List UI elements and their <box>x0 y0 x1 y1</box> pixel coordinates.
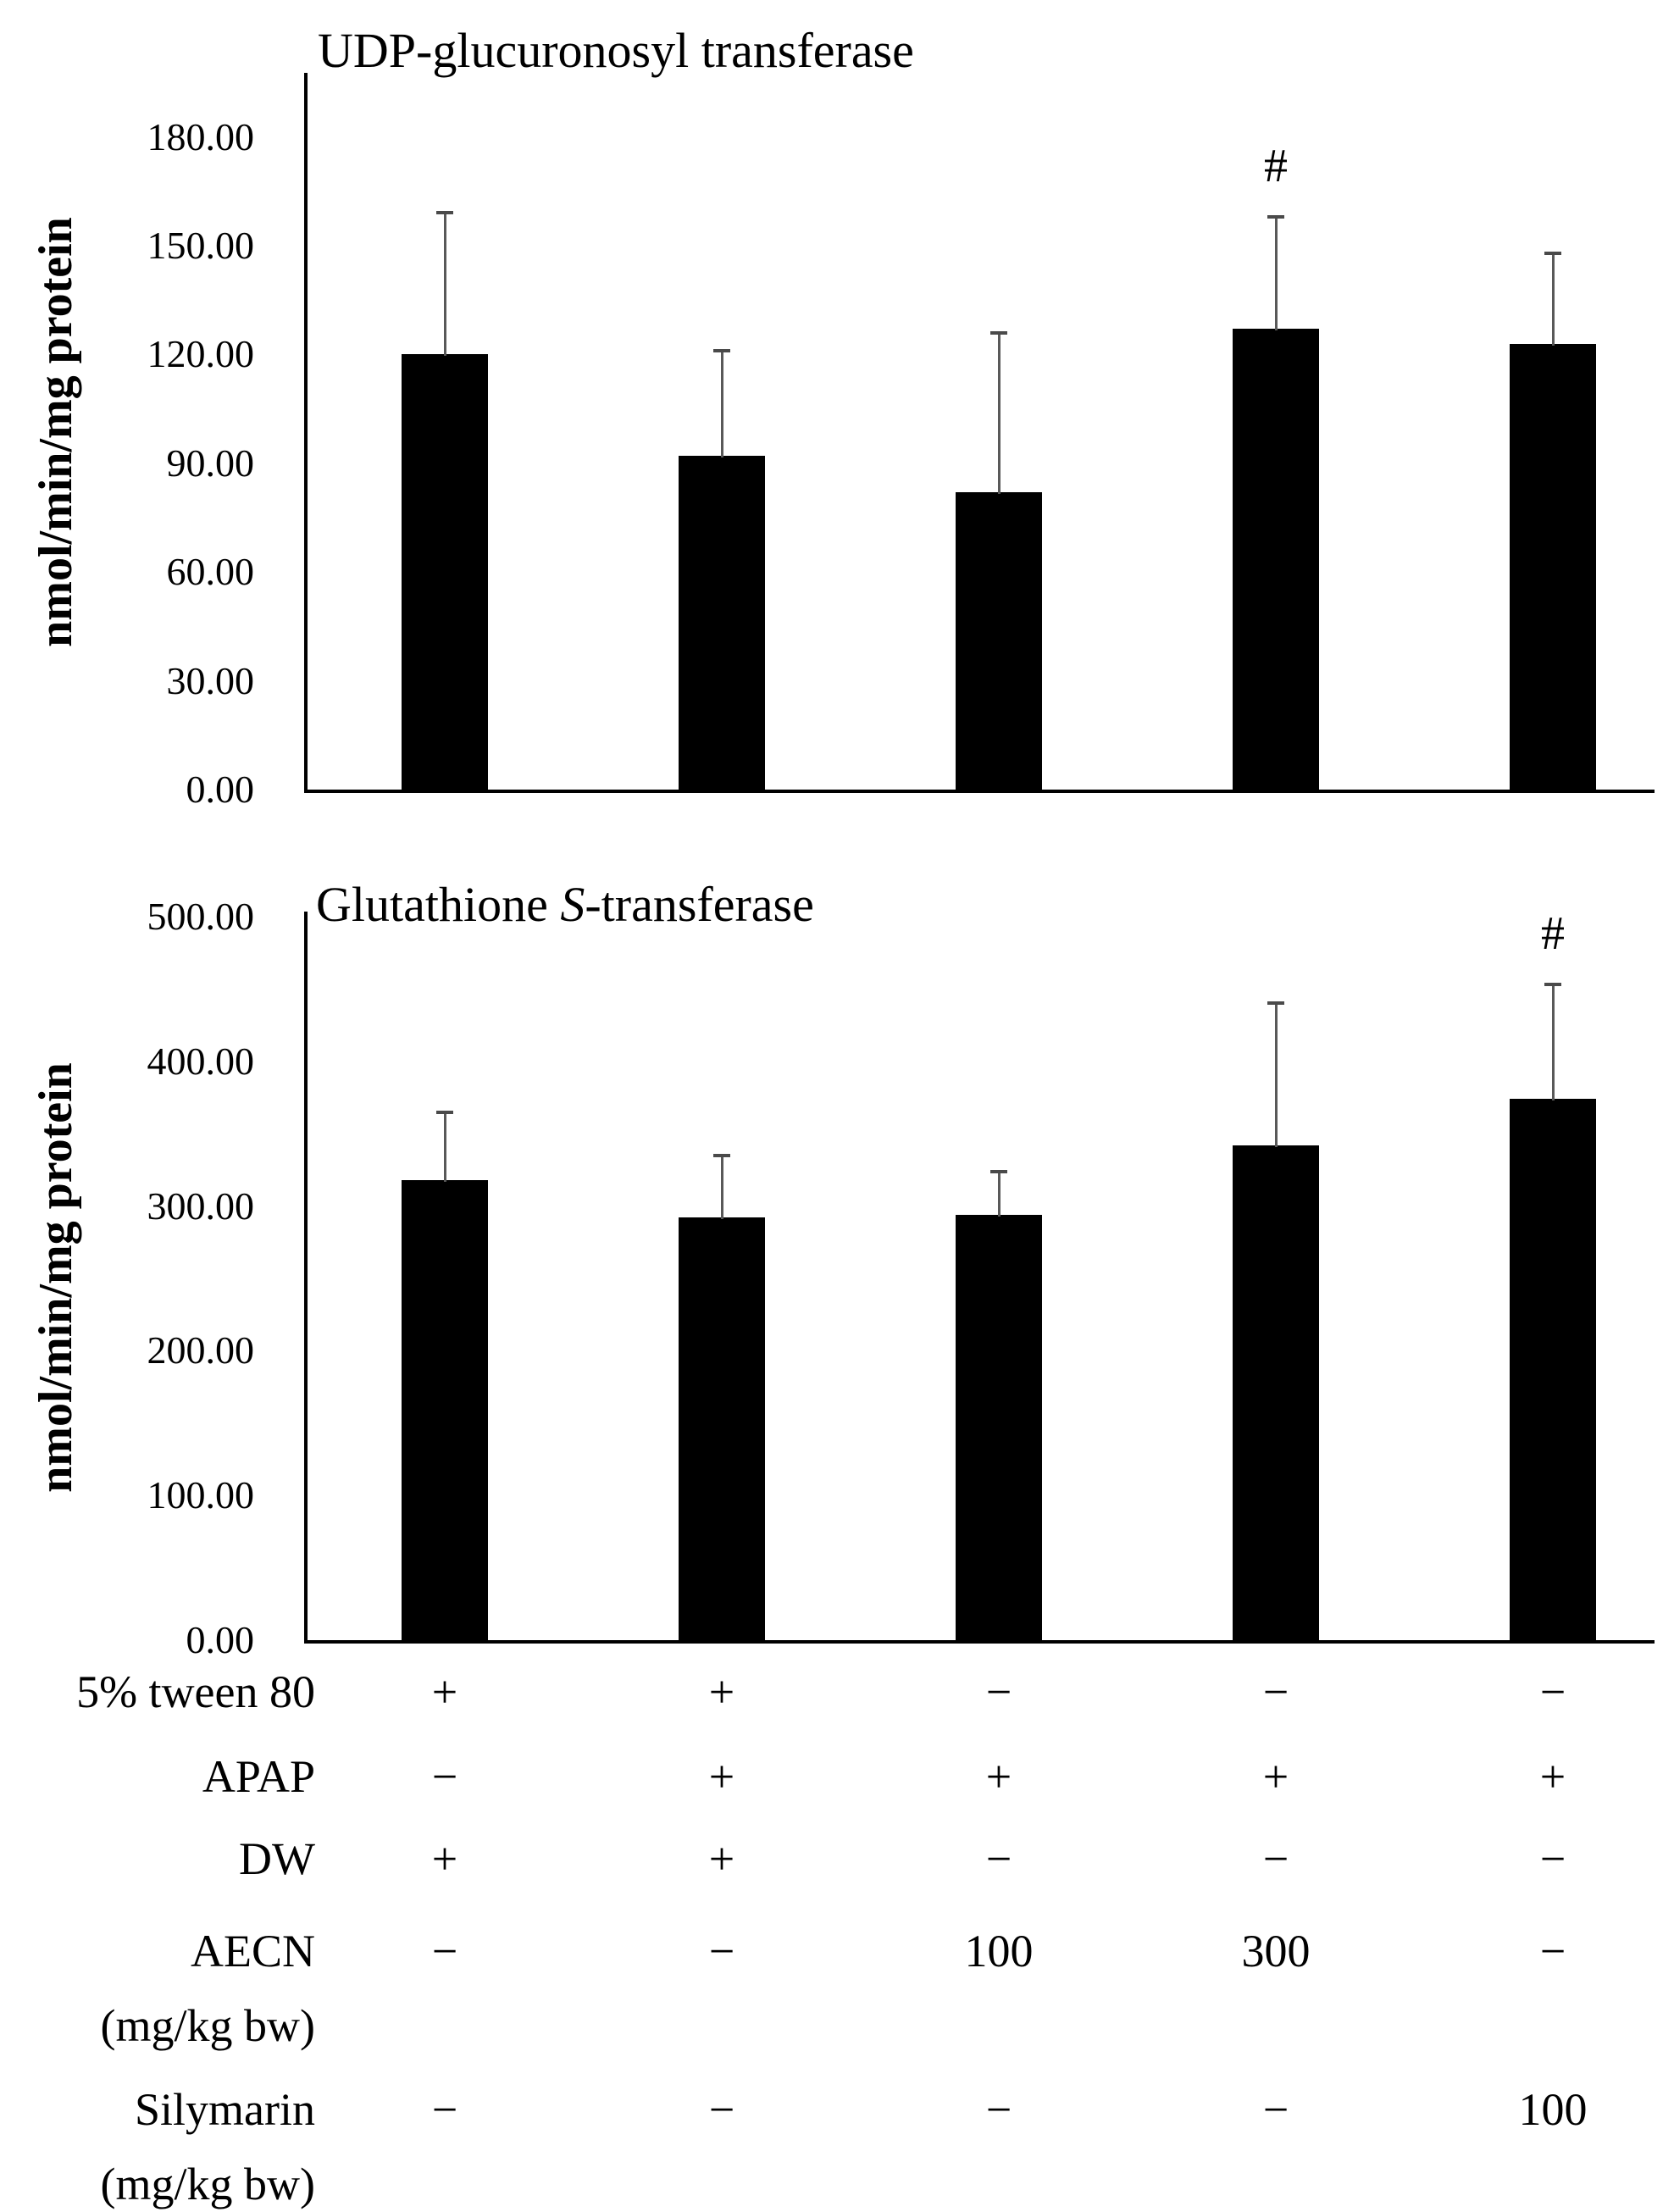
table-row-1-value-3: − <box>985 1666 1012 1717</box>
chart2-tick-label-200: 200.00 <box>147 1328 255 1372</box>
chart2-bar-4 <box>1233 1145 1319 1640</box>
chart2-error-bar-5 <box>1551 984 1555 1101</box>
table-row-label-1-line-1: 5% tween 80 <box>76 1666 315 1717</box>
table-row-4-value-3: 100 <box>964 1926 1034 1976</box>
table-row-label-4-line-2: (mg/kg bw) <box>100 2000 315 2051</box>
chart1-tick-label-0: 0.00 <box>186 768 255 811</box>
chart1-title: UDP-glucuronosyl transferase <box>318 24 914 78</box>
table-row-label-3: DW <box>0 1821 315 1896</box>
chart1-tick-label-180: 180.00 <box>147 114 255 158</box>
table-row-2-value-5: + <box>1539 1751 1566 1802</box>
table-row-3-value-4: − <box>1262 1833 1289 1884</box>
chart2-error-bar-cap-4 <box>1267 1001 1284 1006</box>
table-row-1-value-2: + <box>708 1666 735 1717</box>
chart1-tick-label-120: 120.00 <box>147 332 255 376</box>
chart2-error-bar-cap-2 <box>713 1153 730 1157</box>
chart2-y-axis-title: nmol/min/mg protein <box>30 1062 82 1493</box>
chart1-error-bar-1 <box>443 213 446 357</box>
chart2-title-suffix: -transferase <box>585 877 814 932</box>
table-row-label-2: APAP <box>0 1739 315 1814</box>
chart2-error-bar-cap-5 <box>1544 983 1561 987</box>
table-row-2-value-1: − <box>431 1751 458 1802</box>
chart1-error-bar-cap-5 <box>1544 251 1561 255</box>
chart2-bar-2 <box>679 1217 765 1640</box>
chart2-significance-marker: # <box>1541 907 1565 961</box>
chart1-error-bar-4 <box>1274 216 1278 331</box>
table-row-4-value-1: − <box>431 1926 458 1976</box>
chart1-error-bar-3 <box>997 332 1001 495</box>
chart2-y-axis-line <box>304 912 308 1644</box>
table-row-label-5: Silymarin (mg/kg bw) <box>0 2072 315 2212</box>
table-row-5-value-2: − <box>708 2084 735 2135</box>
table-row-4-value-5: − <box>1539 1926 1566 1976</box>
chart1-error-bar-cap-1 <box>436 211 453 215</box>
chart1-title-prefix: UDP-glucuronosyl transferase <box>318 23 914 78</box>
chart2-tick-label-100: 100.00 <box>147 1473 255 1517</box>
table-row-label-1: 5% tween 80 <box>0 1655 315 1729</box>
chart2-bar-5 <box>1510 1099 1596 1640</box>
chart2-bar-3 <box>956 1214 1042 1640</box>
table-row-label-5-line-1: Silymarin <box>135 2084 315 2135</box>
chart1-tick-label-60: 60.00 <box>166 550 255 594</box>
chart2-tick-label-0: 0.00 <box>186 1618 255 1661</box>
table-row-2-value-4: + <box>1262 1751 1289 1802</box>
table-row-label-4: AECN (mg/kg bw) <box>0 1914 315 2063</box>
chart2-error-bar-3 <box>997 1171 1001 1217</box>
chart1-significance-marker: # <box>1264 139 1288 192</box>
chart1-error-bar-2 <box>720 351 723 458</box>
chart2-title-italic: S <box>560 877 585 932</box>
chart2-tick-label-500: 500.00 <box>147 895 255 938</box>
table-row-2-value-2: + <box>708 1751 735 1802</box>
table-row-5-value-5: 100 <box>1518 2084 1588 2135</box>
chart2-error-bar-2 <box>720 1155 723 1220</box>
chart1-error-bar-cap-4 <box>1267 214 1284 219</box>
table-row-label-2-line-1: APAP <box>202 1751 315 1802</box>
chart2-x-axis-line <box>304 1640 1655 1644</box>
table-row-3-value-3: − <box>985 1833 1012 1884</box>
chart2-title-prefix: Glutathione <box>316 877 561 932</box>
chart1-bar-2 <box>679 456 765 790</box>
chart2-error-bar-1 <box>443 1112 446 1182</box>
table-row-5-value-3: − <box>985 2084 1012 2135</box>
chart2-error-bar-cap-1 <box>436 1110 453 1114</box>
chart1-error-bar-5 <box>1551 252 1555 346</box>
table-row-label-5-line-2: (mg/kg bw) <box>100 2159 315 2209</box>
chart2-tick-label-400: 400.00 <box>147 1039 255 1083</box>
chart1-error-bar-cap-2 <box>713 349 730 353</box>
table-row-5-value-1: − <box>431 2084 458 2135</box>
chart1-tick-label-90: 90.00 <box>166 441 255 485</box>
chart1-tick-label-30: 30.00 <box>166 658 255 702</box>
chart2-tick-label-300: 300.00 <box>147 1184 255 1228</box>
table-row-label-3-line-1: DW <box>239 1833 315 1884</box>
table-row-3-value-2: + <box>708 1833 735 1884</box>
table-row-1-value-5: − <box>1539 1666 1566 1717</box>
table-row-1-value-4: − <box>1262 1666 1289 1717</box>
chart1-tick-label-150: 150.00 <box>147 224 255 267</box>
chart2-error-bar-4 <box>1274 1003 1278 1147</box>
chart1-bar-5 <box>1510 343 1596 790</box>
chart1-error-bar-cap-3 <box>990 330 1007 335</box>
table-row-3-value-1: + <box>431 1833 458 1884</box>
table-row-4-value-4: 300 <box>1241 1926 1311 1976</box>
chart1-bar-4 <box>1233 329 1319 790</box>
table-row-4-value-2: − <box>708 1926 735 1976</box>
chart1-y-axis-line <box>304 73 308 793</box>
chart1-bar-1 <box>402 354 488 790</box>
chart1-x-axis-line <box>304 790 1655 793</box>
table-row-5-value-4: − <box>1262 2084 1289 2135</box>
table-row-3-value-5: − <box>1539 1833 1566 1884</box>
table-row-1-value-1: + <box>431 1666 458 1717</box>
chart2-error-bar-cap-3 <box>990 1169 1007 1173</box>
table-row-2-value-3: + <box>985 1751 1012 1802</box>
chart1-bar-3 <box>956 492 1042 790</box>
chart2-title: Glutathione S-transferase <box>316 878 814 932</box>
table-row-label-4-line-1: AECN <box>191 1926 315 1976</box>
chart2-bar-1 <box>402 1179 488 1640</box>
